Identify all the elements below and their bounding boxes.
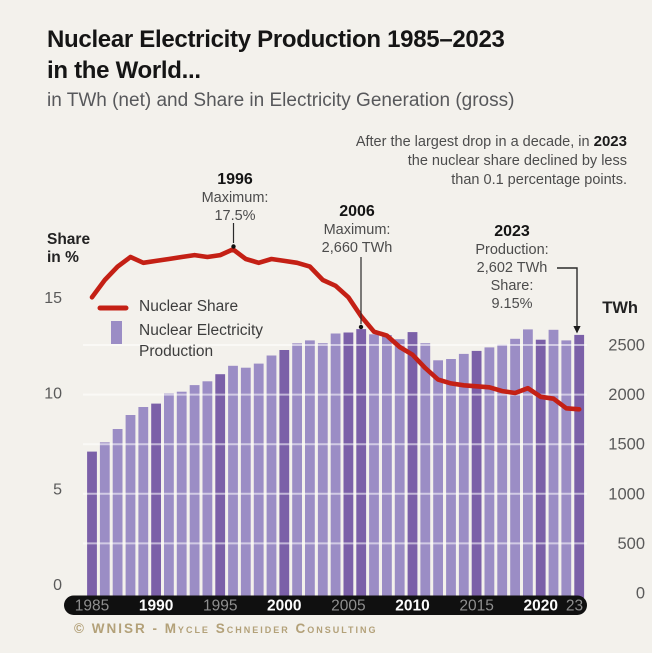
bar-1986 (99, 442, 110, 598)
bar-2010 (407, 332, 418, 598)
bar-1988 (125, 415, 136, 598)
callout-1996: 1996 Maximum: 17.5% (175, 170, 295, 225)
pointer-2023-elbow (557, 267, 578, 327)
note-line1-bold-year: 2023 (593, 133, 627, 150)
x-label-1995: 1995 (203, 598, 237, 615)
bar-2012 (433, 360, 443, 598)
bar-2004 (330, 333, 341, 598)
legend-production-line2: Production (139, 343, 214, 360)
left-axis-title: Share in % (47, 231, 117, 267)
callout-1996-value: 17.5% (214, 208, 256, 224)
bar-2009 (394, 339, 405, 598)
bar-1990 (151, 403, 161, 598)
x-label-2000: 2000 (267, 598, 301, 615)
right-tick-1000: 1000 (608, 485, 645, 503)
title-line-2: in the World... (47, 57, 201, 84)
bar-2015 (471, 350, 482, 598)
callout-2023-label2: Share: (490, 278, 534, 294)
bar-1987 (112, 429, 123, 598)
bar-2016 (484, 347, 495, 598)
x-axis-pill (64, 595, 587, 615)
bar-2014 (458, 353, 469, 598)
nuclear-share-line (89, 247, 582, 412)
callout-2006-value: 2,660 TWh (321, 240, 393, 256)
callout-2023-label1: Production: (475, 242, 549, 258)
x-label-1985: 1985 (75, 598, 109, 615)
left-tick-10: 10 (44, 386, 62, 403)
note-line1-prefix: After the largest drop in a decade, in (355, 134, 594, 150)
bar-1992 (176, 391, 187, 598)
left-axis-title-line1: Share (47, 231, 91, 248)
bar-1998 (253, 363, 264, 598)
bar-1993 (189, 385, 200, 598)
bar-1995 (215, 374, 226, 598)
bar-2023 (574, 334, 585, 598)
bar-2005 (343, 332, 354, 598)
legend-production-swatch (111, 321, 122, 344)
bar-1999 (266, 355, 277, 598)
bar-2003 (317, 343, 328, 598)
bar-2018 (510, 338, 520, 598)
bar-2022 (561, 340, 572, 598)
callout-2023-value1: 2,602 TWh (476, 260, 548, 276)
callout-2023: 2023 Production: 2,602 TWh Share: 9.15% (442, 222, 582, 313)
callout-2006: 2006 Maximum: 2,660 TWh (297, 202, 417, 257)
x-label-2015: 2015 (459, 598, 493, 615)
bar-2021 (548, 329, 559, 598)
right-tick-2000: 2000 (608, 386, 645, 404)
left-axis-title-line2: in % (47, 249, 79, 266)
pointer-1996-dot (231, 244, 236, 249)
bar-2020 (535, 339, 546, 598)
bar-2013 (446, 359, 456, 598)
callout-2006-label: Maximum: (323, 222, 391, 238)
pointer-2023-arrow (573, 326, 581, 334)
bar-1989 (138, 407, 149, 598)
bar-2001 (292, 343, 302, 598)
callout-2023-value2: 9.15% (491, 296, 533, 312)
bar-1994 (202, 381, 213, 598)
x-label-2020: 2020 (523, 598, 557, 615)
right-axis-title: TWh (602, 299, 638, 317)
right-tick-1500: 1500 (608, 436, 645, 454)
x-label-23: 23 (566, 598, 583, 615)
bar-2000 (279, 350, 290, 598)
legend-production-line1: Nuclear Electricity (139, 322, 264, 339)
bar-1997 (240, 367, 251, 598)
left-tick-15: 15 (44, 290, 62, 307)
chart-subtitle: in TWh (net) and Share in Electricity Ge… (47, 90, 515, 111)
right-tick-500: 500 (617, 535, 645, 553)
bar-2006 (356, 329, 367, 598)
callout-2006-year: 2006 (339, 203, 375, 220)
x-label-2005: 2005 (331, 598, 365, 615)
legend-nuclear-production-label: Nuclear Electricity Production (139, 320, 279, 362)
bar-1991 (164, 393, 174, 598)
left-tick-0: 0 (53, 577, 62, 594)
note-line2: the nuclear share declined by less (407, 153, 627, 169)
callout-1996-year: 1996 (217, 171, 253, 188)
bar-2017 (497, 344, 508, 598)
bar-2011 (420, 343, 431, 598)
page-title: Nuclear Electricity Production 1985–2023… (47, 24, 627, 86)
bar-2019 (523, 329, 533, 598)
title-line-1: Nuclear Electricity Production 1985–2023 (47, 26, 505, 53)
left-tick-5: 5 (53, 481, 62, 498)
pointer-2006-dot (358, 324, 364, 330)
bar-1985 (87, 451, 97, 598)
x-label-2010: 2010 (395, 598, 429, 615)
callout-1996-label: Maximum: (201, 190, 269, 206)
callout-2023-year: 2023 (494, 223, 530, 240)
copyright-footer: © WNISR - Mycle Schneider Consulting (74, 621, 378, 636)
x-label-1990: 1990 (139, 598, 173, 615)
right-tick-2500: 2500 (608, 337, 645, 355)
annotation-2023-note: After the largest drop in a decade, in 2… (297, 132, 627, 190)
bar-1996 (228, 365, 238, 598)
bar-2008 (382, 335, 392, 598)
legend-nuclear-share-label: Nuclear Share (139, 298, 239, 315)
bar-2007 (369, 334, 379, 598)
bar-2002 (305, 340, 315, 598)
right-tick-0: 0 (636, 585, 645, 603)
note-line3: than 0.1 percentage points. (451, 172, 627, 188)
